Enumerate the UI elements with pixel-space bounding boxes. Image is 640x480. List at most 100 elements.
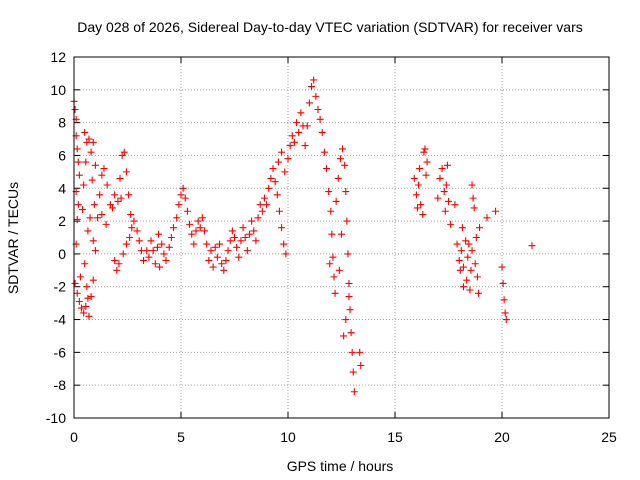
data-point xyxy=(345,279,353,287)
data-point xyxy=(500,296,508,304)
data-point xyxy=(416,165,424,173)
data-point xyxy=(102,220,110,228)
data-point xyxy=(96,191,104,199)
data-point xyxy=(170,224,178,232)
data-point xyxy=(116,174,124,182)
x-tick-label: 25 xyxy=(601,429,617,445)
data-point xyxy=(85,135,93,143)
data-point xyxy=(498,263,506,271)
data-point xyxy=(342,188,350,196)
data-point xyxy=(115,260,123,268)
data-point xyxy=(462,237,470,245)
data-point xyxy=(342,316,350,324)
data-point xyxy=(417,201,425,209)
data-point xyxy=(476,224,484,232)
data-point xyxy=(75,171,83,179)
y-tick-label: 2 xyxy=(58,213,66,229)
x-tick-label: 5 xyxy=(177,429,185,445)
data-point xyxy=(75,297,83,305)
data-point xyxy=(469,194,477,202)
data-point xyxy=(332,197,340,205)
data-point xyxy=(456,266,464,274)
data-point xyxy=(472,234,480,241)
data-point xyxy=(459,263,467,271)
data-point xyxy=(413,204,421,212)
data-point xyxy=(250,227,258,235)
data-point xyxy=(344,250,352,258)
data-point xyxy=(81,260,89,268)
data-point xyxy=(308,83,316,91)
data-point xyxy=(438,165,446,173)
data-point xyxy=(239,224,247,232)
data-point xyxy=(220,266,228,274)
data-point xyxy=(312,92,320,100)
data-point xyxy=(356,348,364,356)
data-point xyxy=(492,207,500,215)
data-point xyxy=(278,224,286,232)
data-point xyxy=(87,293,95,301)
data-point xyxy=(113,266,121,274)
data-point xyxy=(125,191,133,199)
data-point xyxy=(447,220,455,228)
data-point xyxy=(80,181,88,189)
data-point xyxy=(474,289,482,297)
data-point xyxy=(91,247,99,255)
data-point xyxy=(235,253,243,261)
data-point xyxy=(186,220,194,228)
data-point xyxy=(81,128,89,136)
data-point xyxy=(455,256,463,264)
data-point xyxy=(464,253,472,261)
data-point xyxy=(71,279,79,287)
grid-lines xyxy=(74,57,609,418)
data-point xyxy=(114,197,122,205)
data-point xyxy=(320,148,328,156)
y-tick-label: -10 xyxy=(46,410,66,426)
data-point xyxy=(269,165,277,173)
data-point xyxy=(160,250,168,258)
data-point xyxy=(440,188,448,196)
y-tick-labels: -10 -8 -6 -4 -2 0 2 4 6 8 10 12 xyxy=(46,49,66,426)
data-point xyxy=(263,201,271,209)
data-point xyxy=(88,176,96,184)
y-tick-label: -2 xyxy=(54,279,67,295)
data-point xyxy=(260,194,268,202)
data-point xyxy=(86,214,94,222)
data-point xyxy=(499,279,507,287)
data-point xyxy=(470,204,478,212)
data-point xyxy=(127,211,135,219)
y-tick-label: 8 xyxy=(58,115,66,131)
data-point xyxy=(347,329,355,337)
data-point xyxy=(109,204,117,212)
data-point xyxy=(422,171,430,179)
data-point xyxy=(192,227,200,235)
data-point xyxy=(140,256,148,264)
data-point xyxy=(183,207,191,215)
data-point xyxy=(274,158,282,166)
data-point xyxy=(89,138,97,146)
data-point xyxy=(135,237,143,245)
data-point xyxy=(82,302,90,310)
data-point xyxy=(162,256,170,264)
data-point xyxy=(254,214,262,222)
data-point xyxy=(76,273,84,281)
data-point xyxy=(74,201,82,209)
data-point xyxy=(421,145,429,153)
plot-frame xyxy=(73,56,610,419)
data-point xyxy=(343,217,351,225)
data-point xyxy=(258,207,266,215)
data-point xyxy=(248,217,256,225)
data-point xyxy=(463,276,471,284)
data-point xyxy=(341,161,349,169)
y-tick-label: -6 xyxy=(54,344,67,360)
data-point xyxy=(442,181,450,189)
data-point xyxy=(175,201,183,209)
data-point xyxy=(423,158,431,166)
data-point xyxy=(453,240,461,248)
data-point xyxy=(84,294,92,302)
data-point xyxy=(339,145,347,153)
data-point xyxy=(128,224,136,232)
data-point xyxy=(256,201,264,209)
data-point xyxy=(205,256,213,264)
x-axis-label: GPS time / hours xyxy=(287,458,394,474)
data-point xyxy=(273,191,281,199)
